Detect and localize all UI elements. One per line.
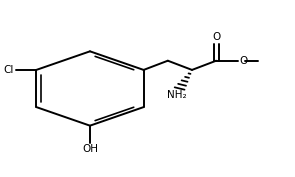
Text: O: O [240,56,248,66]
Text: O: O [212,32,220,42]
Text: Cl: Cl [4,65,14,75]
Text: OH: OH [82,144,98,154]
Text: NH₂: NH₂ [167,90,186,100]
